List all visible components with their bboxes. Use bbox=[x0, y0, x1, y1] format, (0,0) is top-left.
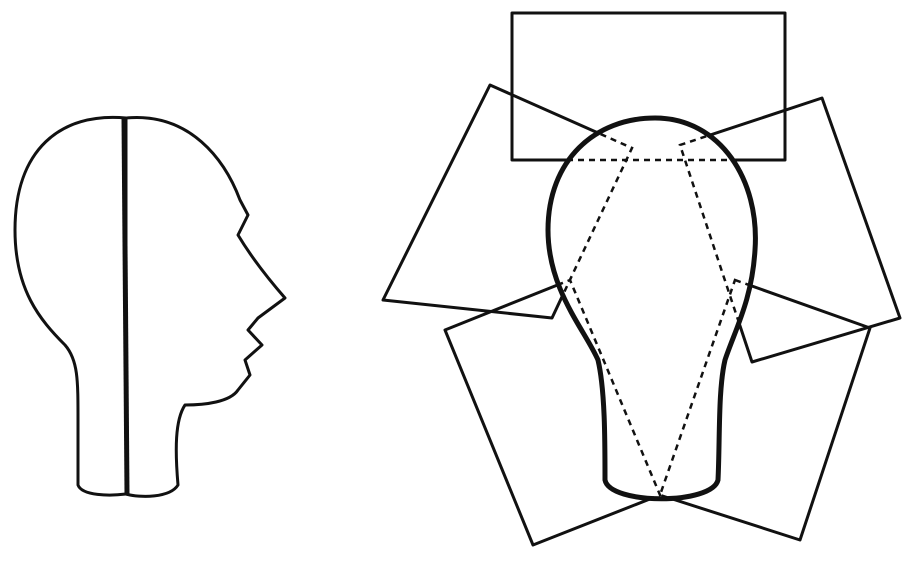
profile-head bbox=[13, 115, 287, 498]
unfolded-head bbox=[381, 11, 902, 547]
hidden-edge bbox=[548, 278, 662, 499]
left-panel bbox=[381, 83, 634, 320]
head-outline bbox=[545, 115, 758, 502]
division-line bbox=[121, 117, 130, 495]
back-half bbox=[13, 115, 128, 497]
right-panel bbox=[678, 96, 902, 364]
face-half bbox=[125, 116, 287, 498]
